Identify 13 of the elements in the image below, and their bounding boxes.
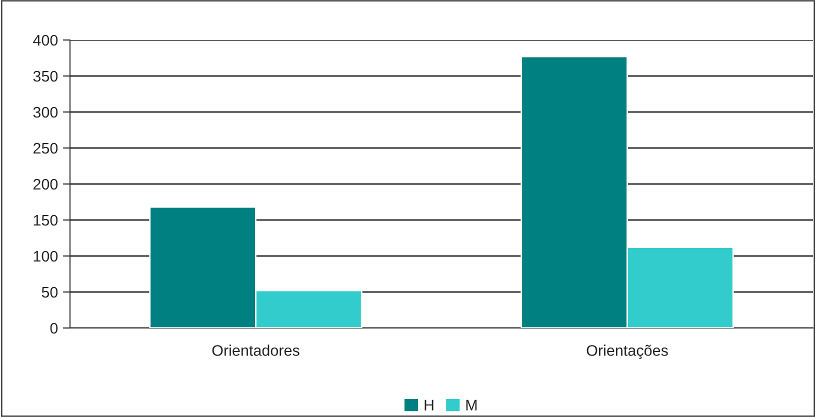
- y-tick-label: 350: [33, 70, 58, 82]
- y-tick-label: 200: [33, 178, 58, 190]
- y-tick-label: 150: [34, 214, 58, 226]
- y-tick-label: 400: [33, 34, 58, 46]
- x-tick-label: Orientações: [586, 344, 668, 359]
- y-tick-label: 100: [34, 250, 58, 262]
- y-tick-label: 0: [50, 322, 58, 334]
- x-tick-label: Orientadores: [212, 344, 300, 356]
- legend-label: H: [424, 400, 434, 410]
- y-tick-label: 300: [33, 106, 58, 118]
- legend-label: M: [466, 400, 477, 410]
- y-tick-label: 250: [33, 142, 58, 154]
- y-tick-label: 50: [42, 286, 58, 298]
